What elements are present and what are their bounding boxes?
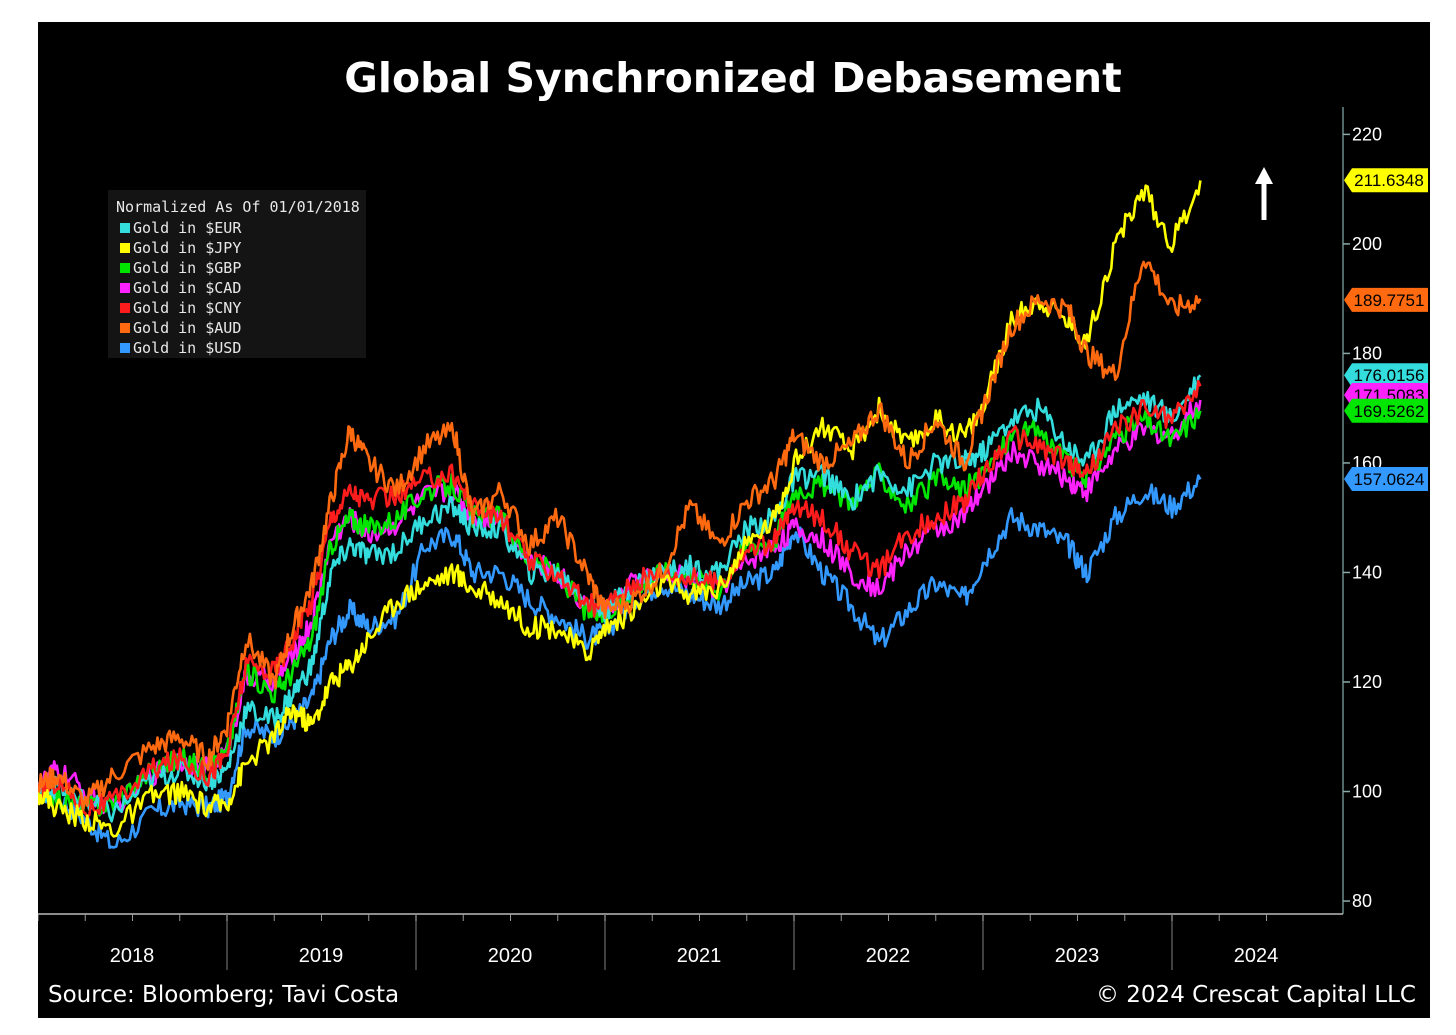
legend-swatch	[120, 303, 130, 313]
chart-title: Global Synchronized Debasement	[344, 54, 1121, 102]
x-tick-label: 2023	[1055, 945, 1100, 967]
badge-label: 189.7751	[1354, 291, 1425, 310]
series-line-usd	[38, 474, 1202, 849]
x-tick-label: 2024	[1234, 945, 1279, 967]
x-tick-label: 2022	[866, 945, 911, 967]
badge-label: 169.5262	[1354, 402, 1425, 421]
series-line-jpy	[38, 180, 1202, 838]
legend-label: Gold in $CNY	[133, 299, 241, 317]
badge-label: 211.6348	[1354, 171, 1424, 190]
y-tick-label: 200	[1352, 234, 1382, 254]
legend-label: Gold in $GBP	[133, 259, 241, 277]
legend-label: Gold in $CAD	[133, 279, 241, 297]
legend: Normalized As Of 01/01/2018 Gold in $EUR…	[108, 190, 366, 358]
value-badge: 176.0156	[1344, 363, 1428, 388]
legend-swatch	[120, 223, 130, 233]
value-badges: 211.6348189.7751176.0156171.5083169.5262…	[1344, 168, 1428, 492]
y-tick-label: 120	[1352, 672, 1382, 692]
series-layer	[38, 180, 1202, 849]
source-note: Source: Bloomberg; Tavi Costa	[48, 982, 399, 1008]
legend-title: Normalized As Of 01/01/2018	[116, 198, 360, 216]
badge-label: 157.0624	[1354, 470, 1425, 489]
legend-swatch	[120, 343, 130, 353]
legend-label: Gold in $JPY	[133, 239, 241, 257]
y-tick-label: 140	[1352, 562, 1382, 582]
legend-swatch	[120, 283, 130, 293]
series-line-aud	[38, 260, 1202, 812]
badge-label: 176.0156	[1354, 366, 1425, 385]
x-tick-label: 2020	[488, 945, 533, 967]
y-tick-label: 220	[1352, 124, 1382, 144]
value-badge: 157.0624	[1344, 467, 1428, 492]
value-badge: 189.7751	[1344, 287, 1428, 312]
line-chart: Global Synchronized Debasement 80 100 120 1…	[38, 54, 1428, 1008]
y-tick-label: 180	[1352, 343, 1382, 363]
y-tick-label: 100	[1352, 782, 1382, 802]
x-axis: 2018 2019 2020 2021 2022 2023 2024	[38, 913, 1343, 970]
up-arrow-icon	[1255, 167, 1273, 220]
legend-swatch	[120, 243, 130, 253]
value-badge: 211.6348	[1344, 168, 1428, 193]
series-line-cny	[38, 380, 1202, 819]
value-badge: 169.5262	[1344, 398, 1428, 423]
x-tick-label: 2019	[299, 945, 344, 967]
legend-swatch	[120, 323, 130, 333]
legend-box	[108, 190, 366, 358]
series-line-gbp	[38, 407, 1202, 819]
y-tick-label: 80	[1352, 891, 1372, 911]
copyright-note: © 2024 Crescat Capital LLC	[1096, 982, 1416, 1008]
legend-swatch	[120, 263, 130, 273]
x-tick-label: 2021	[677, 945, 722, 967]
legend-label: Gold in $EUR	[133, 219, 242, 237]
legend-label: Gold in $USD	[133, 339, 241, 357]
legend-label: Gold in $AUD	[133, 319, 241, 337]
x-tick-label: 2018	[110, 945, 155, 967]
